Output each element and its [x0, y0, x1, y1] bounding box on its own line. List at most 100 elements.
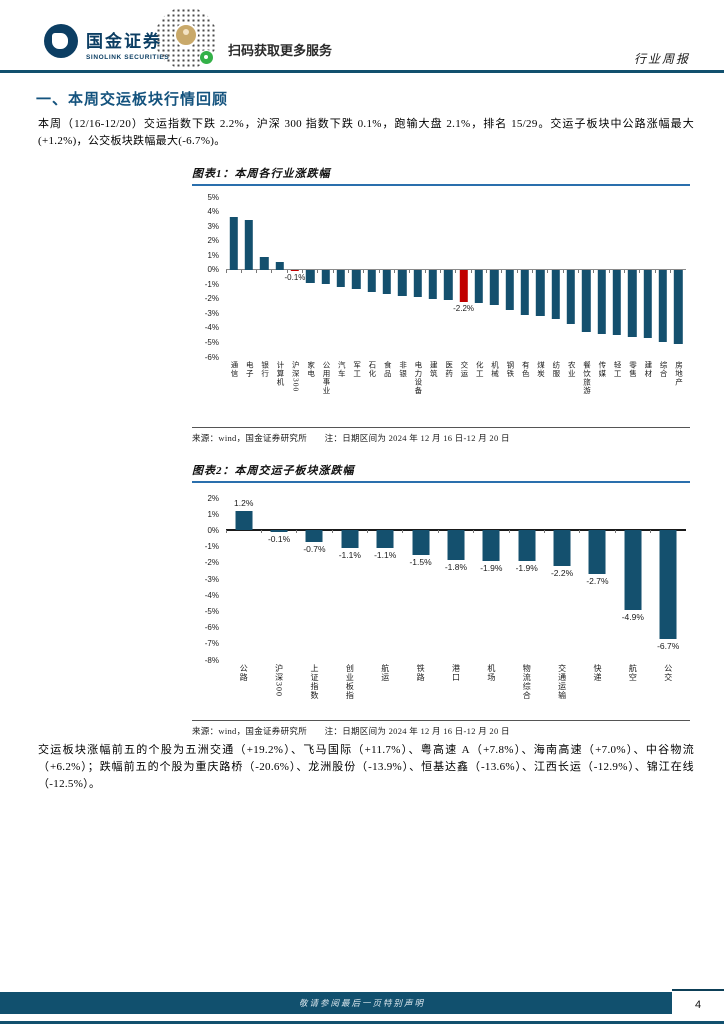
axis-tick — [256, 269, 258, 273]
category-slot: 石化 — [364, 361, 379, 419]
bar — [627, 269, 637, 337]
category-slot: 有色 — [517, 361, 532, 419]
bar — [518, 530, 536, 562]
bar-slot — [409, 197, 425, 357]
qr-center-badge-icon — [174, 23, 198, 47]
category-labels: 公路 沪深300 上证指数 创业板指 航运 铁路 港口 机场 物流综合 交通运输 快递 航空 公交 — [226, 660, 686, 712]
axis-tick — [608, 269, 610, 273]
category-label: 银行 — [260, 361, 270, 378]
section-title: 一、本周交运板块行情回顾 — [36, 91, 229, 108]
axis-tick — [654, 269, 656, 273]
bar-slot — [654, 197, 670, 357]
plot-area: 2% 1% 0% -1% -2% -3% -4% -5% -6% -7% -8% 1.2% -0.1%… — [205, 494, 686, 665]
category-label: 快递 — [593, 664, 603, 682]
y-tick-label: 0% — [207, 525, 219, 535]
y-tick-label: -4% — [204, 590, 219, 600]
bar-slot: -1.8% — [437, 498, 473, 660]
y-axis: 5% 4% 3% 2% 1% 0% -1% -2% -3% -4% -5% -6% — [192, 193, 221, 362]
category-slot: 传媒 — [594, 361, 609, 419]
category-label: 农业 — [567, 361, 577, 378]
category-label: 物流综合 — [522, 664, 532, 700]
category-slot: 沪深300 — [287, 361, 302, 419]
y-tick-label: -8% — [204, 655, 219, 665]
axis-tick — [402, 530, 404, 534]
category-label: 电力设备 — [413, 361, 423, 395]
category-slot: 纺服 — [548, 361, 563, 419]
axis-tick — [455, 269, 457, 273]
axis-tick — [562, 269, 564, 273]
category-slot: 化工 — [471, 361, 486, 419]
figure-industry-change: 图表1：本周各行业涨跌幅 5% 4% 3% 2% 1% 0% -1% -2% -3% -4% -5%… — [192, 165, 690, 444]
bar-slot — [501, 197, 517, 357]
category-label: 建材 — [643, 361, 653, 378]
bar — [673, 269, 683, 344]
bar — [305, 530, 323, 542]
bar-highlighted — [459, 269, 468, 302]
bar — [235, 510, 253, 531]
bar — [398, 269, 407, 296]
axis-tick — [543, 530, 545, 534]
bar-slot — [486, 197, 502, 357]
axis-tick — [547, 269, 549, 273]
bar-value-label: -0.7% — [303, 543, 326, 554]
sinolink-logo-icon — [44, 24, 78, 58]
bar — [588, 530, 606, 575]
category-slot: 建筑 — [425, 361, 440, 419]
axis-tick — [378, 269, 380, 273]
bar-slot: -1.9% — [473, 498, 509, 660]
bar-slot — [256, 197, 272, 357]
bar-slot — [578, 197, 594, 357]
axis-tick — [440, 269, 442, 273]
plot-area: 5% 4% 3% 2% 1% 0% -1% -2% -3% -4% -5% -6% -0.1% -2.2… — [205, 193, 686, 362]
axis-tick — [302, 269, 304, 273]
category-label: 钢铁 — [505, 361, 515, 378]
bar — [482, 530, 500, 562]
bar-slot — [516, 197, 532, 357]
bar — [658, 269, 668, 343]
bar — [612, 269, 622, 336]
y-tick-label: -1% — [204, 542, 219, 552]
summary-paragraph: 本周（12/16-12/20）交运指数下跌 2.2%，沪深 300 指数下跌 0… — [38, 118, 694, 148]
bar-value-label: -2.2% — [550, 568, 574, 579]
y-tick-label: 4% — [207, 207, 219, 217]
category-label: 公交 — [663, 664, 673, 682]
footer-bar: 敬请参阅最后一页特别声明 — [0, 992, 724, 1014]
category-label: 纺服 — [551, 361, 561, 378]
logo-subtitle: SINOLINK SECURITIES — [86, 54, 170, 61]
category-label: 餐饮旅游 — [582, 361, 592, 395]
figure-title: 图表2：本周交运子板块涨跌幅 — [192, 462, 690, 483]
bar — [341, 530, 359, 549]
bar-slot: -2.7% — [579, 498, 615, 660]
category-label: 通信 — [229, 361, 239, 378]
bar-slot: -0.1% — [285, 197, 305, 357]
category-slot: 食品 — [379, 361, 394, 419]
bar — [306, 269, 315, 283]
bar-slot — [302, 197, 318, 357]
axis-tick — [394, 269, 396, 273]
category-slot: 计算机 — [272, 361, 287, 419]
bar-slot: -1.9% — [508, 498, 544, 660]
category-slot: 房地产 — [671, 361, 686, 419]
bar-slot: -0.1% — [260, 498, 296, 660]
category-label: 传媒 — [597, 361, 607, 378]
bar-slot — [624, 197, 640, 357]
category-slot: 交通运输 — [544, 664, 579, 712]
category-slot: 通信 — [226, 361, 241, 419]
bar — [428, 269, 438, 299]
category-slot: 建材 — [640, 361, 655, 419]
bar — [566, 269, 576, 324]
category-slot: 沪深300 — [261, 664, 296, 712]
category-slot: 餐饮旅游 — [579, 361, 594, 419]
y-tick-label: -2% — [204, 294, 219, 304]
axis-tick — [501, 269, 503, 273]
stocks-paragraph: 交运板块涨幅前五的个股为五洲交通（+19.2%）、飞马国际（+11.7%）、粤高… — [38, 744, 694, 791]
bar-slot: -1.1% — [331, 498, 367, 660]
category-label: 铁路 — [416, 664, 426, 682]
axis-tick — [363, 269, 365, 273]
category-slot: 轻工 — [609, 361, 624, 419]
bar-slot — [532, 197, 548, 357]
bar — [505, 269, 514, 311]
bar-slot: -4.9% — [614, 498, 650, 660]
bar-slot: -0.7% — [296, 498, 332, 660]
bar-value-label: -1.9% — [480, 563, 503, 574]
